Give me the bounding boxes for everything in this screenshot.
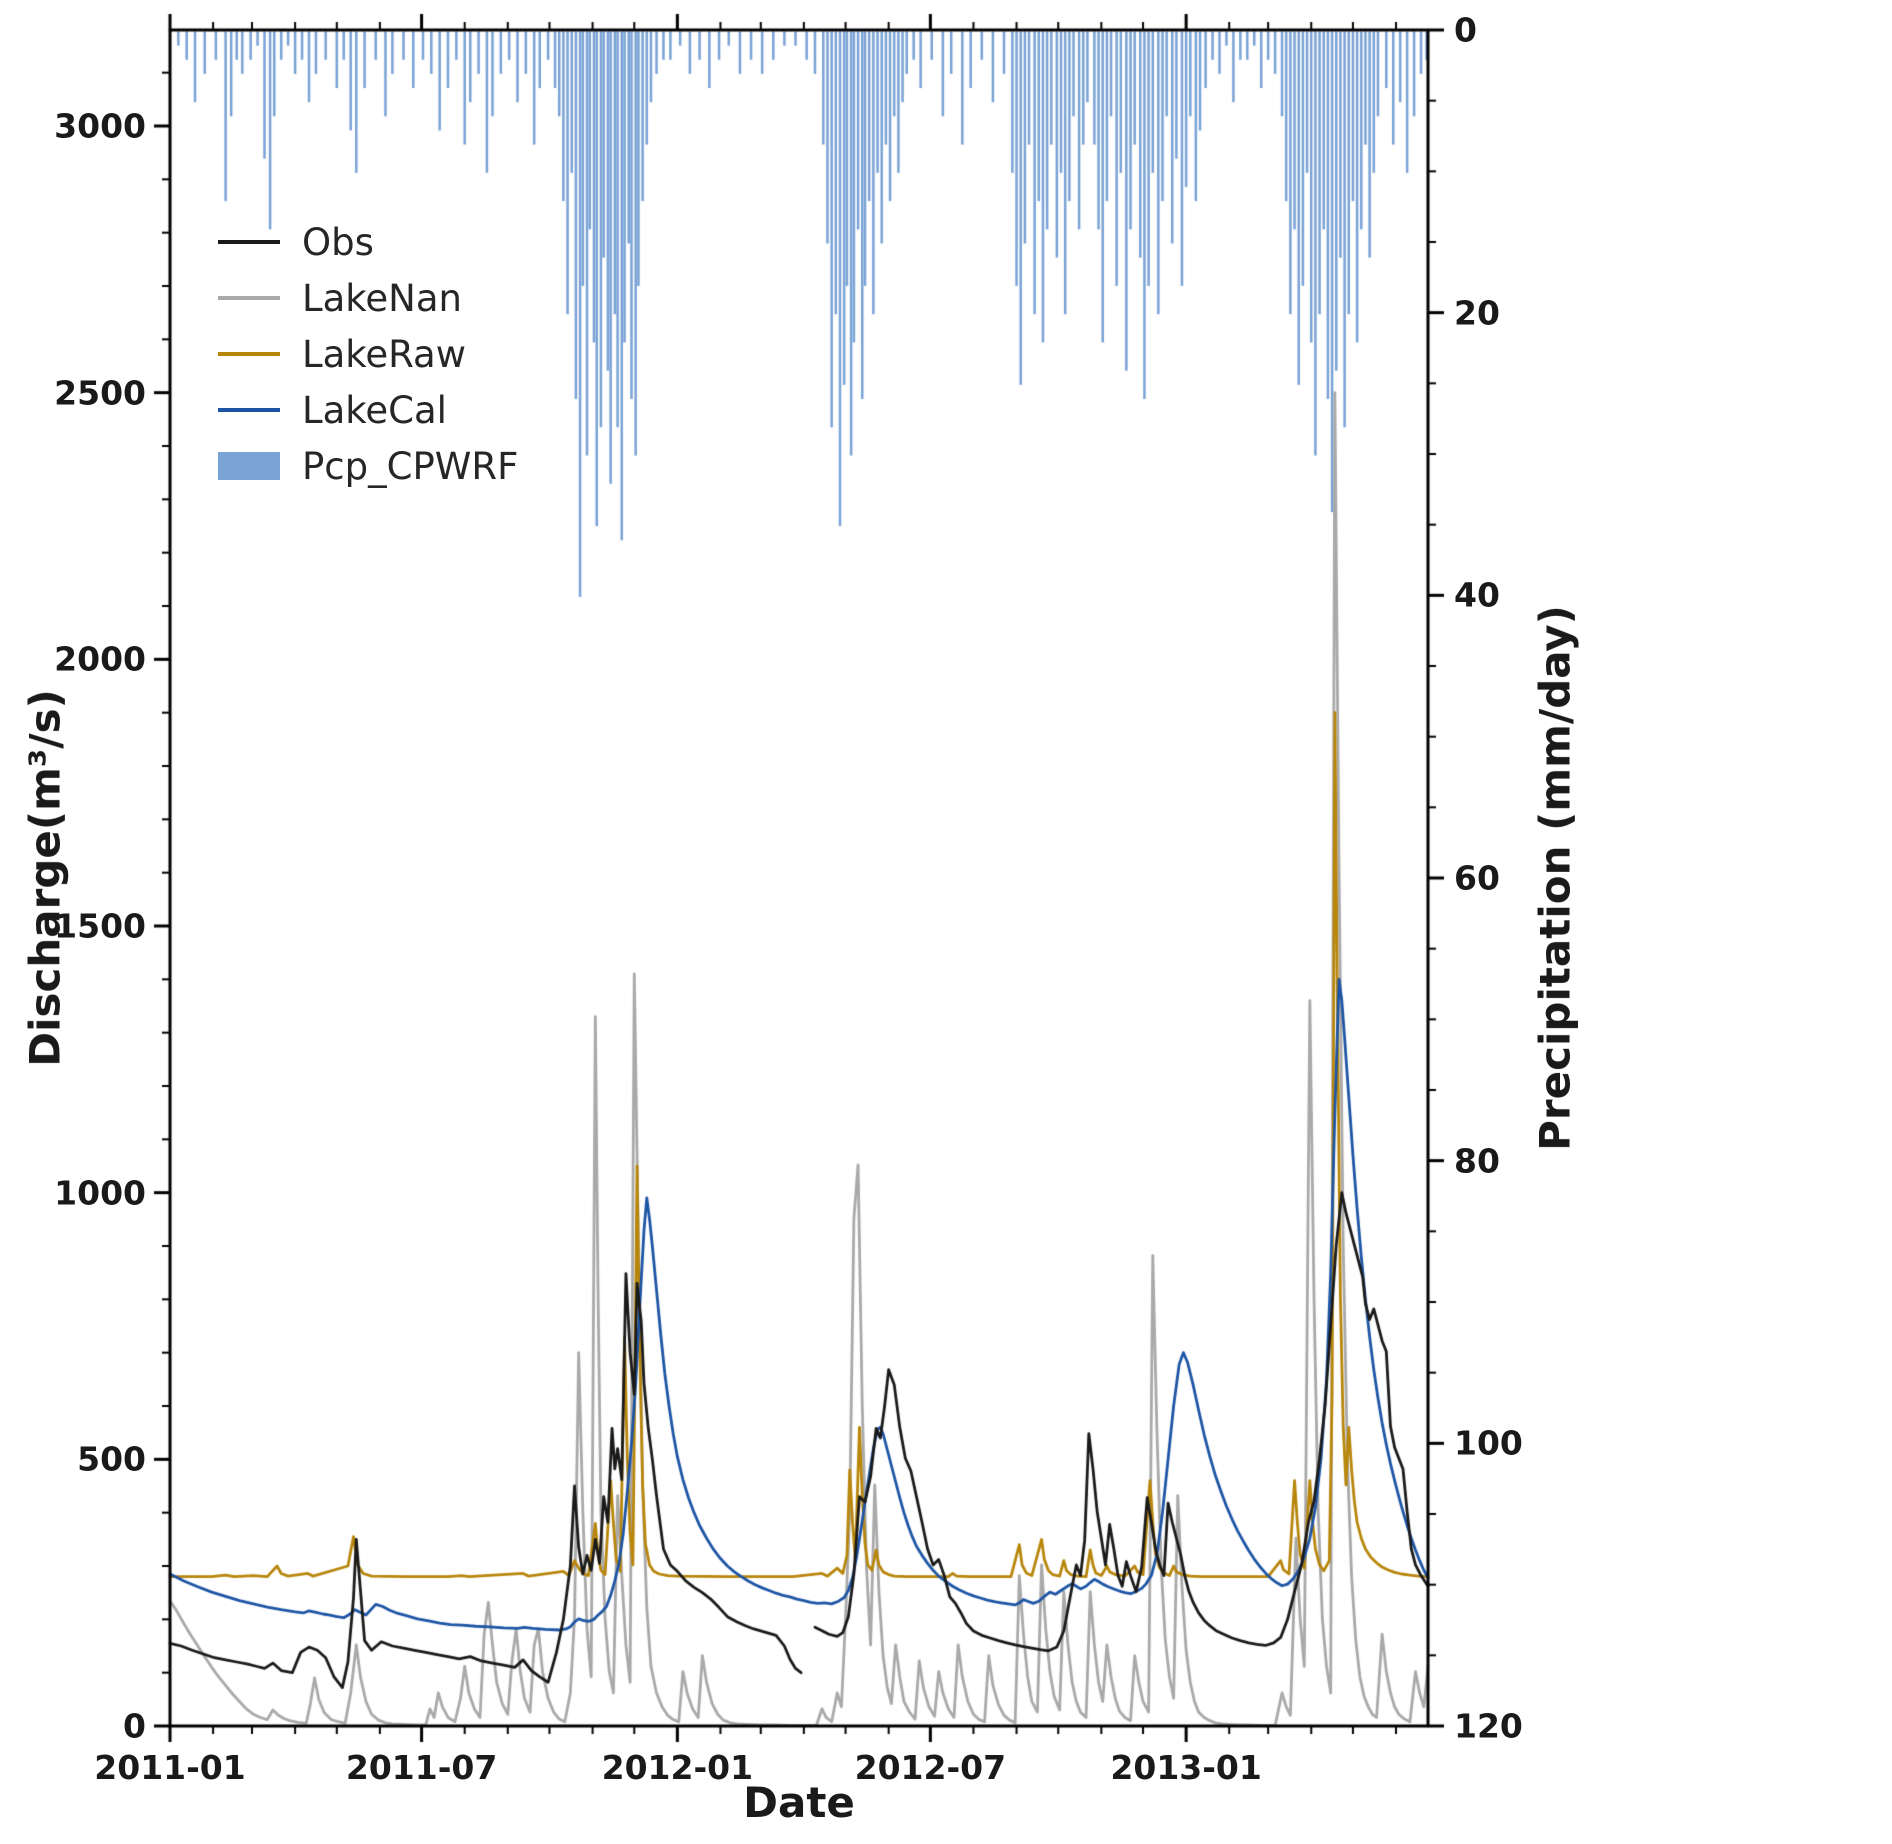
y-right-tick-label: 0: [1454, 10, 1477, 50]
y-left-tick-label: 1500: [54, 906, 146, 946]
legend-item-pcp_cpwrf: Pcp_CPWRF: [218, 442, 518, 490]
y-axis-right-title: Precipitation (mm/day): [1530, 605, 1580, 1151]
y-right-tick-label: 120: [1454, 1706, 1523, 1746]
x-tick-label: 2013-01: [1110, 1748, 1262, 1787]
y-right-tick-label: 80: [1454, 1141, 1500, 1181]
legend-item-lakecal: LakeCal: [218, 386, 518, 434]
y-left-tick-label: 2500: [54, 373, 146, 413]
y-right-tick-label: 20: [1454, 293, 1500, 333]
legend-label: Obs: [302, 220, 374, 264]
legend-line-swatch: [218, 296, 280, 300]
y-axis-left-title: Discharge(m³/s): [20, 689, 70, 1067]
legend-patch-swatch: [218, 452, 280, 480]
y-left-tick-label: 1000: [54, 1173, 146, 1213]
y-right-tick-label: 40: [1454, 575, 1500, 615]
y-left-tick-label: 500: [77, 1439, 146, 1479]
y-left-tick-label: 2000: [54, 639, 146, 679]
legend-item-lakenan: LakeNan: [218, 274, 518, 322]
legend: Obs LakeNan LakeRaw LakeCal Pcp_CPWRF: [218, 218, 518, 490]
legend-line-swatch: [218, 352, 280, 356]
legend-label: LakeRaw: [302, 332, 466, 376]
y-left-tick-label: 0: [123, 1706, 146, 1746]
legend-line-swatch: [218, 408, 280, 412]
legend-item-lakeraw: LakeRaw: [218, 330, 518, 378]
y-right-tick-label: 60: [1454, 858, 1500, 898]
x-tick-label: 2012-07: [854, 1748, 1007, 1787]
y-left-tick-label: 3000: [54, 106, 146, 146]
legend-item-obs: Obs: [218, 218, 518, 266]
y-right-tick-label: 100: [1454, 1423, 1523, 1463]
legend-label: Pcp_CPWRF: [302, 444, 519, 488]
legend-label: LakeCal: [302, 388, 447, 432]
x-tick-label: 2011-01: [94, 1748, 246, 1787]
x-axis-title: Date: [743, 1778, 855, 1827]
x-tick-label: 2012-01: [601, 1748, 754, 1787]
x-tick-label: 2011-07: [345, 1748, 498, 1787]
legend-label: LakeNan: [302, 276, 462, 320]
legend-line-swatch: [218, 240, 280, 244]
